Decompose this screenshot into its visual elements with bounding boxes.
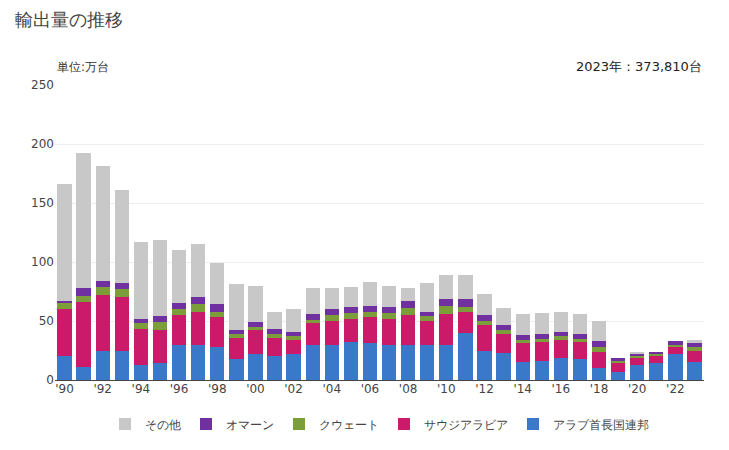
- svg-text:0: 0: [46, 373, 54, 387]
- svg-text:'92: '92: [93, 382, 112, 396]
- svg-text:'14: '14: [513, 382, 532, 396]
- svg-text:'10: '10: [437, 382, 456, 396]
- svg-text:200: 200: [31, 137, 54, 151]
- svg-text:'12: '12: [475, 382, 494, 396]
- svg-text:その他: その他: [145, 418, 181, 432]
- svg-text:250: 250: [31, 78, 54, 92]
- svg-text:輸出量の推移: 輸出量の推移: [15, 9, 123, 30]
- svg-text:150: 150: [31, 196, 54, 210]
- svg-text:100: 100: [31, 255, 54, 269]
- svg-text:'18: '18: [590, 382, 609, 396]
- svg-text:'90: '90: [55, 382, 74, 396]
- svg-text:'94: '94: [132, 382, 151, 396]
- svg-text:'06: '06: [361, 382, 380, 396]
- svg-text:'16: '16: [552, 382, 571, 396]
- svg-text:'08: '08: [399, 382, 418, 396]
- svg-text:'04: '04: [322, 382, 341, 396]
- svg-text:クウェート: クウェート: [319, 418, 379, 432]
- svg-text:2023年：373,810台: 2023年：373,810台: [576, 59, 702, 74]
- svg-text:50: 50: [39, 314, 54, 328]
- svg-text:単位:万台: 単位:万台: [57, 60, 109, 74]
- svg-text:'22: '22: [666, 382, 685, 396]
- svg-text:'00: '00: [246, 382, 265, 396]
- svg-text:アラブ首長国連邦: アラブ首長国連邦: [553, 418, 649, 432]
- svg-text:'20: '20: [628, 382, 647, 396]
- svg-text:'98: '98: [208, 382, 227, 396]
- svg-text:'02: '02: [284, 382, 303, 396]
- svg-text:オマーン: オマーン: [226, 418, 274, 432]
- svg-text:'96: '96: [170, 382, 189, 396]
- svg-text:サウジアラビア: サウジアラビア: [424, 418, 508, 432]
